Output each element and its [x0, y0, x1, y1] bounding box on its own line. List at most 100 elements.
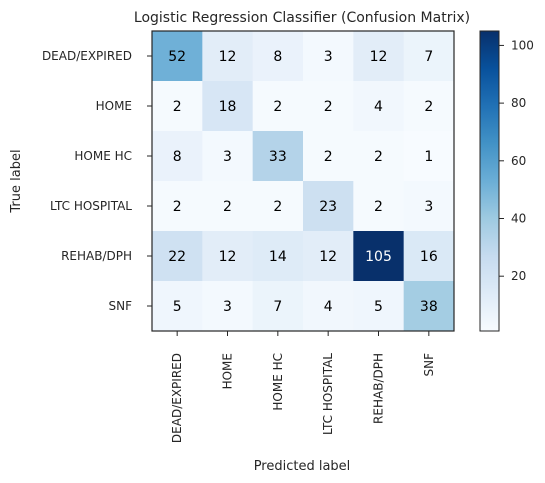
heatmap-cell — [303, 181, 354, 232]
heatmap-cell — [353, 31, 405, 82]
cell-value-label: 5 — [374, 299, 383, 315]
heatmap-cell — [403, 181, 455, 232]
colorbar-tick-label: 60 — [511, 154, 526, 168]
heatmap-grid: 52 12 8 3 12 72 18 2 2 4 28 3 33 2 2 12 2 2 23 2 322 12 14 12 10… — [152, 31, 455, 332]
cell-value-label: 105 — [365, 249, 392, 265]
cell-value-label: 2 — [374, 149, 383, 165]
y-axis-label: True label — [9, 149, 24, 213]
cell-value-label: 5 — [173, 299, 182, 315]
heatmap-cell — [403, 81, 455, 132]
y-tick-label: DEAD/EXPIRED — [42, 49, 132, 63]
cell-value-label: 12 — [319, 249, 337, 265]
x-axis-label: Predicted label — [254, 459, 351, 474]
y-tick-label: HOME HC — [74, 149, 132, 163]
cell-value-label: 4 — [324, 299, 333, 315]
y-tick-labels: DEAD/EXPIRED HOME HOME HC LTC HOSPITAL REHAB… — [42, 49, 152, 313]
cell-value-label: 3 — [223, 149, 232, 165]
heatmap-cell — [303, 281, 354, 332]
x-tick-label: REHAB/DPH — [372, 353, 386, 424]
heatmap-cell — [353, 81, 405, 132]
cell-value-label: 2 — [424, 99, 433, 115]
x-tick-label: HOME — [221, 353, 235, 389]
heatmap-cell — [202, 181, 254, 232]
colorbar-tick-label: 100 — [511, 38, 534, 52]
cell-value-label: 2 — [324, 149, 333, 165]
cell-value-label: 7 — [424, 49, 433, 65]
heatmap-cell — [353, 181, 405, 232]
heatmap-cell — [403, 131, 455, 182]
cell-value-label: 8 — [173, 149, 182, 165]
heatmap-cell — [353, 131, 405, 182]
heatmap-cell — [202, 131, 254, 182]
cell-value-label: 2 — [173, 99, 182, 115]
cell-value-label: 14 — [269, 249, 287, 265]
heatmap-cell — [303, 31, 354, 82]
heatmap-cell — [403, 281, 455, 332]
cell-value-label: 4 — [374, 99, 383, 115]
heatmap-cell — [202, 31, 254, 82]
heatmap-cell — [152, 231, 203, 282]
colorbar-gradient — [479, 30, 500, 332]
heatmap-cell — [252, 231, 304, 282]
colorbar-ticks: 20 40 60 80 100 — [499, 38, 534, 283]
cell-value-label: 8 — [273, 49, 282, 65]
heatmap-cell — [252, 31, 304, 82]
colorbar-tick-label: 80 — [511, 96, 526, 110]
heatmap-cell — [152, 81, 203, 132]
cell-value-label: 3 — [424, 199, 433, 215]
x-tick-label: DEAD/EXPIRED — [170, 353, 184, 443]
cell-value-label: 2 — [223, 199, 232, 215]
y-tick-label: HOME — [96, 99, 132, 113]
y-tick-label: SNF — [109, 299, 133, 313]
heatmap-cell — [252, 131, 304, 182]
cell-value-label: 7 — [273, 299, 282, 315]
heatmap-cell — [403, 231, 455, 282]
heatmap-cell — [152, 31, 203, 82]
cell-value-label: 33 — [269, 149, 287, 165]
cell-value-label: 1 — [424, 149, 433, 165]
heatmap-cell — [152, 181, 203, 232]
chart-title: Logistic Regression Classifier (Confusio… — [134, 10, 470, 26]
heatmap-cell — [202, 81, 254, 132]
heatmap-cell — [303, 231, 354, 282]
x-tick-labels: DEAD/EXPIRED HOME HOME HC LTC HOSPITAL REHAB… — [170, 331, 436, 443]
cell-value-label: 3 — [324, 49, 333, 65]
cell-value-label: 2 — [173, 199, 182, 215]
cell-value-label: 18 — [219, 99, 237, 115]
plot-frame — [151, 30, 455, 332]
colorbar-tick-label: 40 — [511, 212, 526, 226]
cell-value-label: 2 — [324, 99, 333, 115]
cell-value-label: 3 — [223, 299, 232, 315]
cell-value-label: 2 — [273, 199, 282, 215]
heatmap-cell — [353, 231, 405, 282]
x-tick-label: SNF — [422, 353, 436, 377]
heatmap-cell — [403, 31, 455, 82]
heatmap-cell — [303, 131, 354, 182]
x-tick-label: HOME HC — [271, 353, 285, 411]
cell-value-label: 2 — [273, 99, 282, 115]
heatmap-cell — [303, 81, 354, 132]
y-tick-label: REHAB/DPH — [61, 249, 132, 263]
cell-value-label: 12 — [370, 49, 388, 65]
heatmap-cell — [252, 81, 304, 132]
colorbar: 20 40 60 80 100 — [479, 30, 534, 332]
cell-value-label: 38 — [420, 299, 438, 315]
heatmap-cell — [252, 181, 304, 232]
heatmap-cell — [202, 281, 254, 332]
cell-value-label: 2 — [374, 199, 383, 215]
cell-value-label: 12 — [219, 49, 237, 65]
cell-value-label: 23 — [319, 199, 337, 215]
heatmap-cell — [202, 231, 254, 282]
cell-value-label: 16 — [420, 249, 438, 265]
heatmap-cell — [152, 281, 203, 332]
heatmap-cell — [252, 281, 304, 332]
x-tick-label: LTC HOSPITAL — [321, 353, 335, 435]
y-tick-label: LTC HOSPITAL — [50, 199, 132, 213]
heatmap-cell — [152, 131, 203, 182]
colorbar-tick-label: 20 — [511, 269, 526, 283]
cell-value-label: 22 — [168, 249, 186, 265]
cell-value-label: 52 — [168, 49, 186, 65]
heatmap-cell — [353, 281, 405, 332]
cell-value-label: 12 — [219, 249, 237, 265]
